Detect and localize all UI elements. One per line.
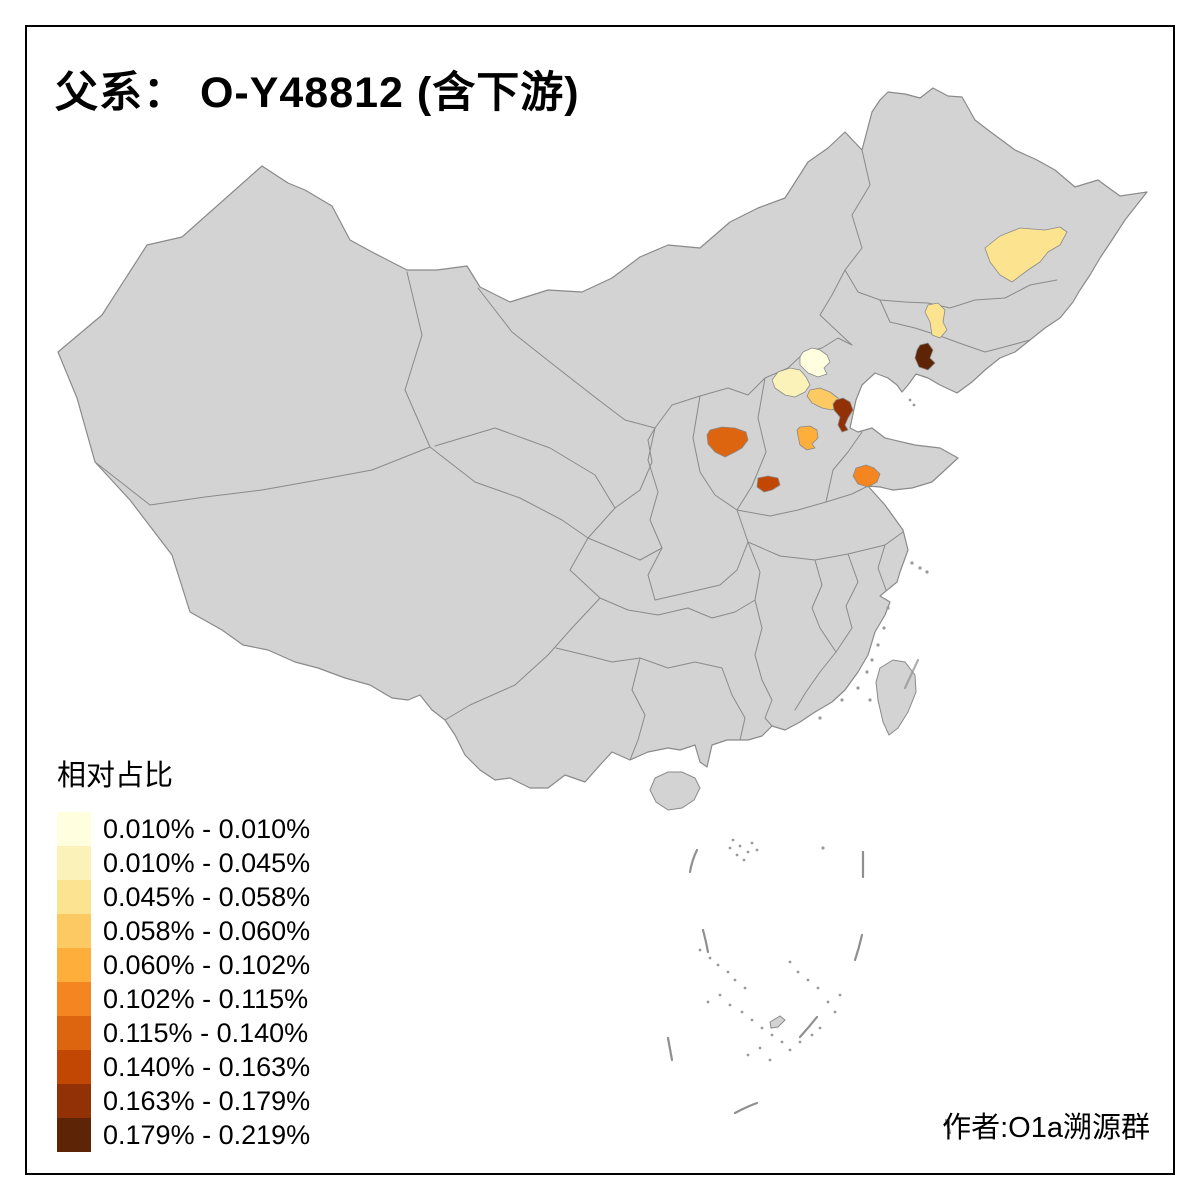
legend-swatch-7 [57, 1016, 91, 1050]
small-islands [698, 398, 929, 1062]
nine-dash-line [666, 658, 952, 1135]
legend-row: 0.102% - 0.115% [57, 982, 310, 1016]
legend-row: 0.140% - 0.163% [57, 1050, 310, 1084]
shanxi-west-area [706, 426, 749, 458]
legend-label-5: 0.060% - 0.102% [103, 949, 311, 980]
legend-label-10: 0.179% - 0.219% [103, 1119, 311, 1150]
jiangsu-north-area [852, 464, 881, 488]
hainan-island [649, 771, 701, 811]
legend-label-4: 0.058% - 0.060% [103, 915, 311, 946]
legend-label-6: 0.102% - 0.115% [103, 983, 309, 1014]
legend-label-1: 0.010% - 0.010% [103, 813, 311, 844]
tianjin-area [832, 397, 854, 433]
south-sea-island [769, 1015, 786, 1029]
cangzhou-area [796, 425, 819, 451]
legend: 相对占比 0.010% - 0.010% 0.010% - 0.045% 0.0… [57, 752, 310, 1152]
legend-swatch-8 [57, 1050, 91, 1084]
legend-row: 0.060% - 0.102% [57, 948, 310, 982]
legend-row: 0.010% - 0.010% [57, 812, 310, 846]
china-mainland-outline [57, 87, 1148, 789]
legend-row: 0.045% - 0.058% [57, 880, 310, 914]
plot-frame [25, 25, 1175, 1175]
heilongjiang-area [984, 226, 1068, 283]
map-title: 父系： O-Y48812 (含下游) [55, 69, 580, 117]
legend-label-2: 0.010% - 0.045% [103, 847, 311, 878]
legend-row: 0.115% - 0.140% [57, 1016, 310, 1050]
legend-swatch-6 [57, 982, 91, 1016]
shanxi-south-area [756, 475, 781, 493]
author-credit: 作者:O1a溯源群 [942, 1112, 1150, 1144]
legend-row: 0.058% - 0.060% [57, 914, 310, 948]
province-boundaries [94, 149, 1058, 761]
hebei-west-area [771, 367, 811, 398]
legend-label-3: 0.045% - 0.058% [103, 881, 311, 912]
legend-row: 0.163% - 0.179% [57, 1084, 310, 1118]
taiwan-island [875, 659, 917, 736]
legend-swatch-9 [57, 1084, 91, 1118]
legend-title: 相对占比 [57, 760, 174, 792]
beijing-area [799, 347, 831, 378]
legend-swatch-1 [57, 812, 91, 846]
legend-swatch-10 [57, 1118, 91, 1152]
legend-label-9: 0.163% - 0.179% [103, 1085, 311, 1116]
liaoning-north-area [924, 302, 948, 339]
legend-swatch-5 [57, 948, 91, 982]
legend-swatch-2 [57, 846, 91, 880]
legend-label-7: 0.115% - 0.140% [103, 1017, 309, 1048]
legend-swatch-3 [57, 880, 91, 914]
highlighted-regions [706, 226, 1068, 493]
legend-row: 0.010% - 0.045% [57, 846, 310, 880]
legend-row: 0.179% - 0.219% [57, 1118, 310, 1152]
liaoning-central-area [914, 342, 936, 371]
legend-swatch-4 [57, 914, 91, 948]
legend-label-8: 0.140% - 0.163% [103, 1051, 311, 1082]
